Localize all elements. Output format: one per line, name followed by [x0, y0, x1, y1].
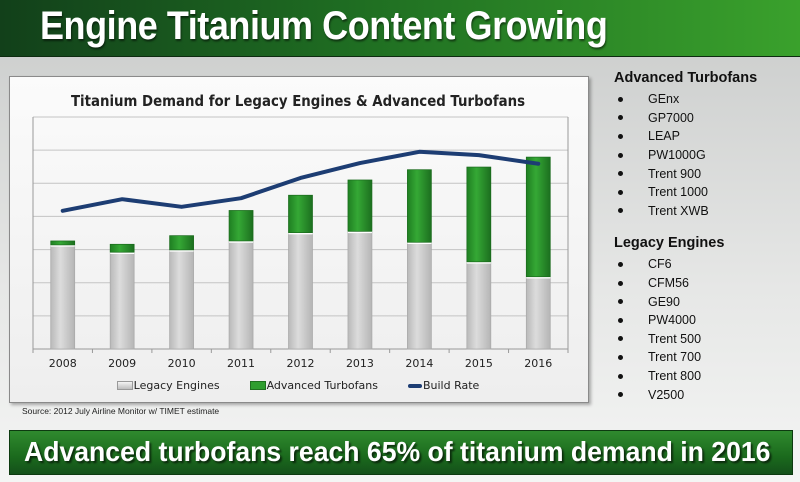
bullet-icon [618, 280, 623, 286]
x-tick-label: 2011 [227, 357, 255, 370]
list-item: Trent 500 [614, 330, 794, 349]
list-item: V2500 [614, 385, 794, 404]
bullet-icon [618, 152, 623, 158]
bar-legacy-engines [407, 242, 432, 350]
slide-title: Engine Titanium Content Growing [40, 4, 608, 48]
bullet-icon [618, 96, 623, 102]
legend-label: Build Rate [422, 379, 480, 392]
legend-swatch-legacy [116, 381, 133, 390]
group-title: Legacy Engines [614, 235, 725, 252]
bullet-icon [618, 115, 623, 121]
bullet-icon [618, 392, 623, 398]
list-item: CF6 [614, 255, 794, 274]
x-tick-label: 2015 [465, 357, 493, 370]
list-item: PW1000G [614, 146, 794, 165]
engine-name: GP7000 [648, 110, 694, 125]
list-item: CFM56 [614, 274, 794, 293]
engine-name: GE90 [648, 294, 680, 309]
engine-name: Trent 1000 [648, 185, 708, 200]
chart-svg: 2008 2009 2010 2011 2012 2013 2014 2015 2016 [32, 116, 569, 370]
legend-label: Advanced Turbofans [266, 379, 378, 392]
x-tick-label: 2013 [346, 357, 374, 370]
engine-list: Advanced Turbofans GEnx GP7000 LEAP PW1000G… [614, 70, 794, 419]
bar-legacy-engines [50, 245, 76, 350]
bar-legacy-engines [109, 252, 135, 350]
x-tick-label: 2016 [524, 357, 552, 370]
bar-legacy-engines [169, 250, 194, 350]
engine-name: PW1000G [648, 148, 706, 163]
conclusion-text: Advanced turbofans reach 65% of titanium… [24, 436, 771, 467]
x-tick-label: 2009 [108, 357, 136, 370]
engine-name: CFM56 [648, 276, 689, 291]
bullet-icon [618, 299, 623, 305]
engine-name: PW4000 [648, 313, 696, 328]
bar-legacy-engines [525, 277, 551, 350]
legend-swatch-advanced [249, 381, 266, 390]
x-tick-label: 2012 [287, 357, 315, 370]
source-note: Source: 2012 July Airline Monitor w/ TIM… [22, 406, 220, 416]
chart-legend: Legacy Engines Advanced Turbofans Build … [0, 379, 596, 392]
list-item: Trent 1000 [614, 183, 794, 202]
bar-advanced-turbofans [347, 179, 373, 232]
bar-advanced-turbofans [50, 240, 76, 246]
list-item: GE90 [614, 292, 794, 311]
bar-advanced-turbofans [109, 243, 135, 253]
bullet-icon [618, 354, 623, 360]
legend-item-advanced: Advanced Turbofans [249, 379, 378, 392]
bullet-icon [618, 336, 623, 342]
x-tick-label: 2014 [405, 357, 433, 370]
bar-advanced-turbofans [407, 169, 432, 243]
bullet-icon [618, 208, 623, 214]
list-item: Trent 800 [614, 367, 794, 386]
legend-item-legacy: Legacy Engines [116, 379, 220, 392]
chart-title: Titanium Demand for Legacy Engines & Adv… [70, 92, 526, 110]
title-bar: Engine Titanium Content Growing [0, 0, 800, 57]
engine-name: CF6 [648, 257, 672, 272]
list-item: Trent XWB [614, 202, 794, 221]
list-item: GEnx [614, 90, 794, 109]
legacy-engines-list: CF6 CFM56 GE90 PW4000 Trent 500 Trent 700 Tren… [614, 255, 794, 404]
x-tick-label: 2010 [168, 357, 196, 370]
engine-name: GEnx [648, 92, 680, 107]
bar-advanced-turbofans [525, 156, 551, 278]
legend-label: Legacy Engines [133, 379, 220, 392]
list-item: Trent 900 [614, 164, 794, 183]
advanced-turbofans-list: GEnx GP7000 LEAP PW1000G Trent 900 Trent 1000… [614, 90, 794, 220]
x-tick-label: 2008 [49, 357, 77, 370]
bullet-icon [618, 317, 623, 323]
bar-legacy-engines [228, 241, 254, 350]
bar-legacy-engines [466, 262, 492, 350]
bar-advanced-turbofans [169, 235, 194, 251]
bar-advanced-turbofans [228, 210, 254, 242]
legend-item-build-rate: Build Rate [407, 379, 480, 392]
engine-name: Trent 900 [648, 166, 702, 181]
list-item: Trent 700 [614, 348, 794, 367]
bullet-icon [618, 373, 623, 379]
engine-name: Trent XWB [648, 203, 709, 218]
bar-advanced-turbofans [288, 194, 313, 234]
group-title: Advanced Turbofans [614, 70, 758, 86]
legend-swatch-build-rate [407, 383, 422, 388]
bullet-icon [618, 189, 623, 195]
list-item: GP7000 [614, 109, 794, 128]
engine-name: LEAP [648, 129, 680, 144]
conclusion-banner: Advanced turbofans reach 65% of titanium… [9, 430, 793, 475]
bullet-icon [618, 171, 623, 177]
bullet-icon [618, 261, 623, 267]
engine-name: Trent 700 [648, 350, 702, 365]
engine-name: Trent 500 [648, 331, 702, 346]
engine-name: V2500 [648, 387, 685, 402]
bar-advanced-turbofans [466, 166, 492, 263]
bar-legacy-engines [288, 233, 313, 350]
list-item: LEAP [614, 127, 794, 146]
bar-legacy-engines [347, 231, 373, 350]
list-item: PW4000 [614, 311, 794, 330]
engine-name: Trent 800 [648, 369, 702, 384]
bullet-icon [618, 133, 623, 139]
